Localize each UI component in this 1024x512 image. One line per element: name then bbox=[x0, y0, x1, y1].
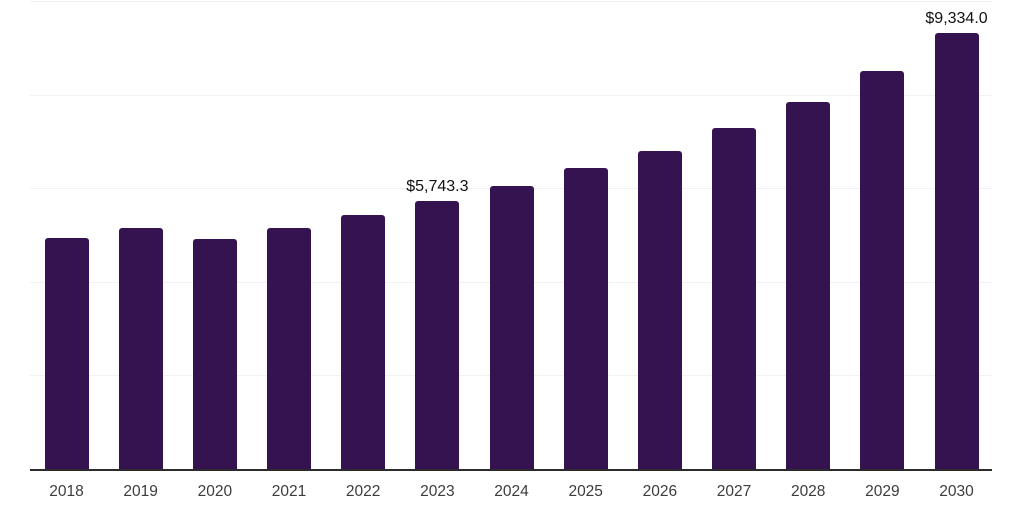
bar bbox=[341, 214, 386, 470]
bar bbox=[44, 237, 89, 470]
x-tick-label: 2025 bbox=[568, 483, 603, 500]
x-tick-label: 2026 bbox=[642, 483, 678, 500]
bar bbox=[267, 228, 311, 470]
x-tick-label: 2022 bbox=[345, 483, 381, 500]
bar bbox=[415, 201, 460, 470]
x-tick-label: 2021 bbox=[271, 483, 307, 500]
bar-value-label: $5,743.3 bbox=[406, 178, 469, 196]
bar-value-label: $9,334.0 bbox=[925, 10, 988, 28]
x-tick-label: 2019 bbox=[123, 483, 158, 500]
bar bbox=[786, 101, 831, 470]
x-tick-label: 2018 bbox=[49, 483, 84, 500]
x-tick-label: 2024 bbox=[494, 483, 529, 500]
bar bbox=[934, 33, 979, 470]
plot-area: $5,743.3 $9,334.0 bbox=[30, 1, 992, 470]
bar bbox=[489, 185, 534, 470]
gridline bbox=[30, 1, 992, 2]
x-tick-label: 2023 bbox=[420, 483, 455, 500]
bar bbox=[637, 150, 682, 470]
bar bbox=[712, 127, 757, 470]
x-tick-label: 2029 bbox=[865, 483, 900, 500]
bar bbox=[118, 227, 163, 470]
x-tick-label: 2030 bbox=[939, 483, 974, 500]
bar bbox=[192, 238, 237, 470]
bar bbox=[860, 70, 905, 470]
x-tick-label: 2028 bbox=[790, 483, 826, 500]
gridline bbox=[30, 94, 992, 96]
x-tick-label: 2027 bbox=[716, 483, 752, 500]
x-axis-ticks: 2018 2019 2020 2021 2022 2023 2024 2025 2026 2027… bbox=[30, 483, 992, 507]
bar bbox=[563, 168, 608, 470]
x-axis-line bbox=[30, 469, 992, 471]
x-tick-label: 2020 bbox=[197, 483, 233, 500]
